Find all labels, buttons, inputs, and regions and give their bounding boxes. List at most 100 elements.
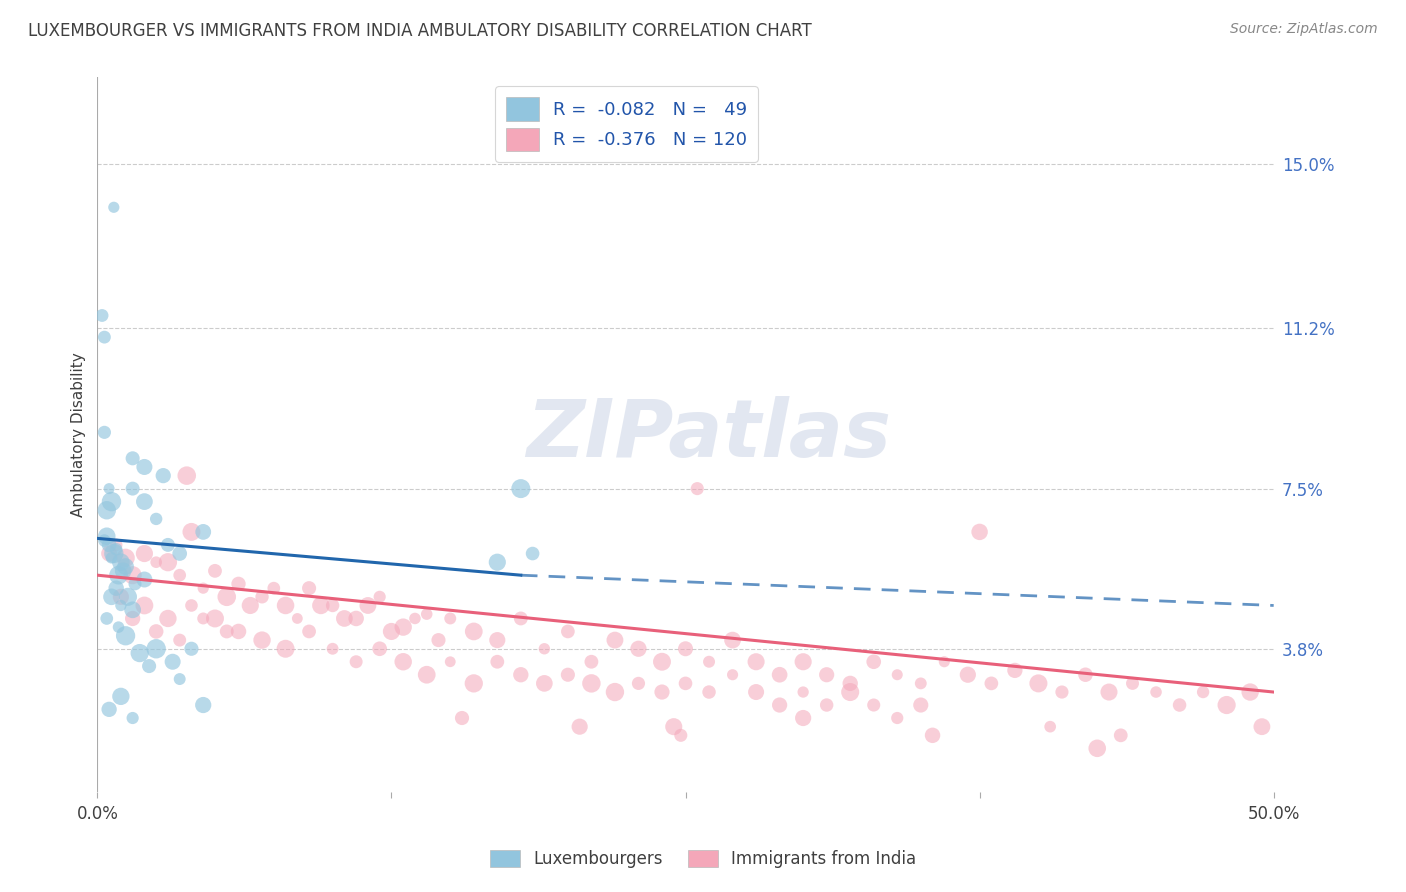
Point <box>721 667 744 681</box>
Point <box>156 555 179 569</box>
Point <box>145 555 167 569</box>
Point <box>96 611 118 625</box>
Point <box>112 564 135 578</box>
Point <box>121 611 143 625</box>
Point <box>1168 698 1191 712</box>
Point <box>745 685 768 699</box>
Point <box>114 559 136 574</box>
Point <box>169 633 191 648</box>
Point <box>145 641 167 656</box>
Point <box>180 599 202 613</box>
Point <box>107 620 129 634</box>
Point <box>627 676 650 690</box>
Point <box>651 685 673 699</box>
Point <box>980 676 1002 690</box>
Point <box>91 309 114 323</box>
Point <box>128 646 150 660</box>
Point <box>463 676 485 690</box>
Point <box>509 611 531 625</box>
Point <box>1028 676 1050 690</box>
Point <box>686 482 709 496</box>
Point <box>169 547 191 561</box>
Point <box>121 603 143 617</box>
Point <box>322 641 344 656</box>
Point <box>105 538 128 552</box>
Point <box>124 577 146 591</box>
Point <box>263 581 285 595</box>
Point <box>404 611 426 625</box>
Point <box>105 542 128 557</box>
Point <box>1004 664 1026 678</box>
Point <box>768 698 790 712</box>
Point <box>228 624 250 639</box>
Point <box>357 599 380 613</box>
Point <box>815 667 838 681</box>
Point <box>121 568 143 582</box>
Point <box>110 690 132 704</box>
Point <box>274 599 297 613</box>
Point <box>93 425 115 440</box>
Point <box>298 624 321 639</box>
Point <box>886 667 908 681</box>
Point <box>921 728 943 742</box>
Point <box>110 555 132 569</box>
Text: ZIPatlas: ZIPatlas <box>526 395 891 474</box>
Point <box>107 568 129 582</box>
Point <box>392 620 415 634</box>
Legend: Luxembourgers, Immigrants from India: Luxembourgers, Immigrants from India <box>484 843 922 875</box>
Point <box>439 611 461 625</box>
Point <box>557 667 579 681</box>
Point <box>1109 728 1132 742</box>
Point <box>1239 685 1261 699</box>
Point <box>204 611 226 625</box>
Point <box>697 685 720 699</box>
Point <box>416 607 439 621</box>
Point <box>486 555 509 569</box>
Point <box>193 524 215 539</box>
Point <box>839 676 862 690</box>
Point <box>463 624 485 639</box>
Point <box>298 581 321 595</box>
Point <box>581 655 603 669</box>
Point <box>669 728 692 742</box>
Point <box>134 547 156 561</box>
Point <box>180 524 202 539</box>
Legend: R =  -0.082   N =   49, R =  -0.376   N = 120: R = -0.082 N = 49, R = -0.376 N = 120 <box>495 87 758 161</box>
Point <box>509 667 531 681</box>
Point <box>910 698 932 712</box>
Point <box>368 641 391 656</box>
Point <box>193 611 215 625</box>
Point <box>416 667 439 681</box>
Point <box>451 711 474 725</box>
Point <box>792 655 814 669</box>
Point <box>333 611 356 625</box>
Point <box>110 599 132 613</box>
Text: Source: ZipAtlas.com: Source: ZipAtlas.com <box>1230 22 1378 37</box>
Point <box>380 624 402 639</box>
Point <box>815 698 838 712</box>
Point <box>862 655 884 669</box>
Point <box>522 547 544 561</box>
Point <box>105 581 128 595</box>
Point <box>145 512 167 526</box>
Point <box>121 711 143 725</box>
Point <box>557 624 579 639</box>
Point <box>934 655 956 669</box>
Point <box>344 611 367 625</box>
Point <box>121 482 143 496</box>
Point <box>603 685 626 699</box>
Point <box>156 538 179 552</box>
Point <box>392 655 415 669</box>
Point <box>721 633 744 648</box>
Point <box>215 624 238 639</box>
Point <box>533 641 555 656</box>
Point <box>250 590 273 604</box>
Point <box>792 711 814 725</box>
Point <box>193 698 215 712</box>
Point <box>98 547 121 561</box>
Point <box>96 529 118 543</box>
Point <box>110 590 132 604</box>
Point <box>1039 720 1062 734</box>
Point <box>193 581 215 595</box>
Point <box>509 482 531 496</box>
